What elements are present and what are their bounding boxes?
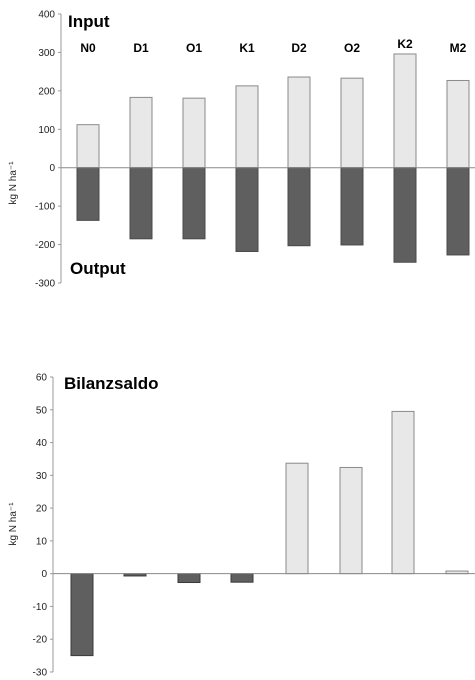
category-label-k2: K2 <box>397 37 413 51</box>
balance-bar-d2 <box>285 462 309 575</box>
chart-title-bilanzsaldo: Bilanzsaldo <box>64 374 158 393</box>
y-tick-label: -300 <box>35 279 55 290</box>
output-bar-n0 <box>76 167 100 221</box>
output-bar-m2 <box>446 167 470 256</box>
input-bar-o1 <box>182 97 206 169</box>
y-tick-label: 400 <box>38 10 55 21</box>
y-tick-label: 10 <box>36 536 48 547</box>
y-tick-label: 20 <box>36 504 48 515</box>
y-tick-label: 200 <box>38 86 55 97</box>
balance-bar-o2 <box>339 466 363 575</box>
input-bar-d2 <box>287 76 311 169</box>
category-label-d2: D2 <box>291 41 307 55</box>
y-axis-label-bottom: kg N ha⁻¹ <box>8 502 19 546</box>
category-label-o2: O2 <box>344 41 360 55</box>
category-label-n0: N0 <box>80 41 96 55</box>
output-bar-d2 <box>287 167 311 247</box>
y-tick-label: -30 <box>33 668 48 679</box>
input-bar-n0 <box>76 124 100 169</box>
y-tick-label: 30 <box>36 471 48 482</box>
y-tick-label: 40 <box>36 438 48 449</box>
input-bar-k2 <box>393 53 417 169</box>
y-tick-label: -20 <box>33 635 48 646</box>
category-label-k1: K1 <box>239 41 255 55</box>
output-bar-o2 <box>340 167 364 246</box>
input-bar-o2 <box>340 77 364 169</box>
output-bar-o1 <box>182 167 206 240</box>
category-label-o1: O1 <box>186 41 202 55</box>
output-bar-d1 <box>129 167 153 240</box>
output-label: Output <box>70 259 126 278</box>
y-tick-label: 50 <box>36 405 48 416</box>
y-axis-label-top: kg N ha⁻¹ <box>8 161 19 205</box>
balance-bar-k1 <box>230 573 254 583</box>
output-bar-k1 <box>235 167 259 252</box>
balance-bar-n0 <box>70 573 94 657</box>
category-label-d1: D1 <box>133 41 149 55</box>
y-tick-label: -10 <box>33 602 48 613</box>
input-bar-d1 <box>129 96 153 169</box>
input-output-chart: Input Output kg N ha⁻¹ 400 300 200 100 0 -100… <box>8 10 475 290</box>
input-bar-k1 <box>235 85 259 169</box>
balance-bar-k2 <box>391 410 415 575</box>
input-bar-m2 <box>446 79 470 169</box>
output-bar-k2 <box>393 167 417 263</box>
balance-bar-o1 <box>177 573 201 584</box>
y-tick-label: 0 <box>49 163 55 174</box>
category-label-m2: M2 <box>450 41 467 55</box>
y-tick-label: 100 <box>38 125 55 136</box>
y-tick-label: -100 <box>35 202 55 213</box>
y-tick-label: 300 <box>38 48 55 59</box>
y-tick-label: -200 <box>35 240 55 251</box>
y-tick-label: 60 <box>36 373 48 384</box>
input-label: Input <box>68 12 110 31</box>
y-tick-label: 0 <box>41 569 47 580</box>
bilanzsaldo-chart: Bilanzsaldo kg N ha⁻¹ 60 50 40 30 20 10 0 -10 -2… <box>8 373 475 679</box>
